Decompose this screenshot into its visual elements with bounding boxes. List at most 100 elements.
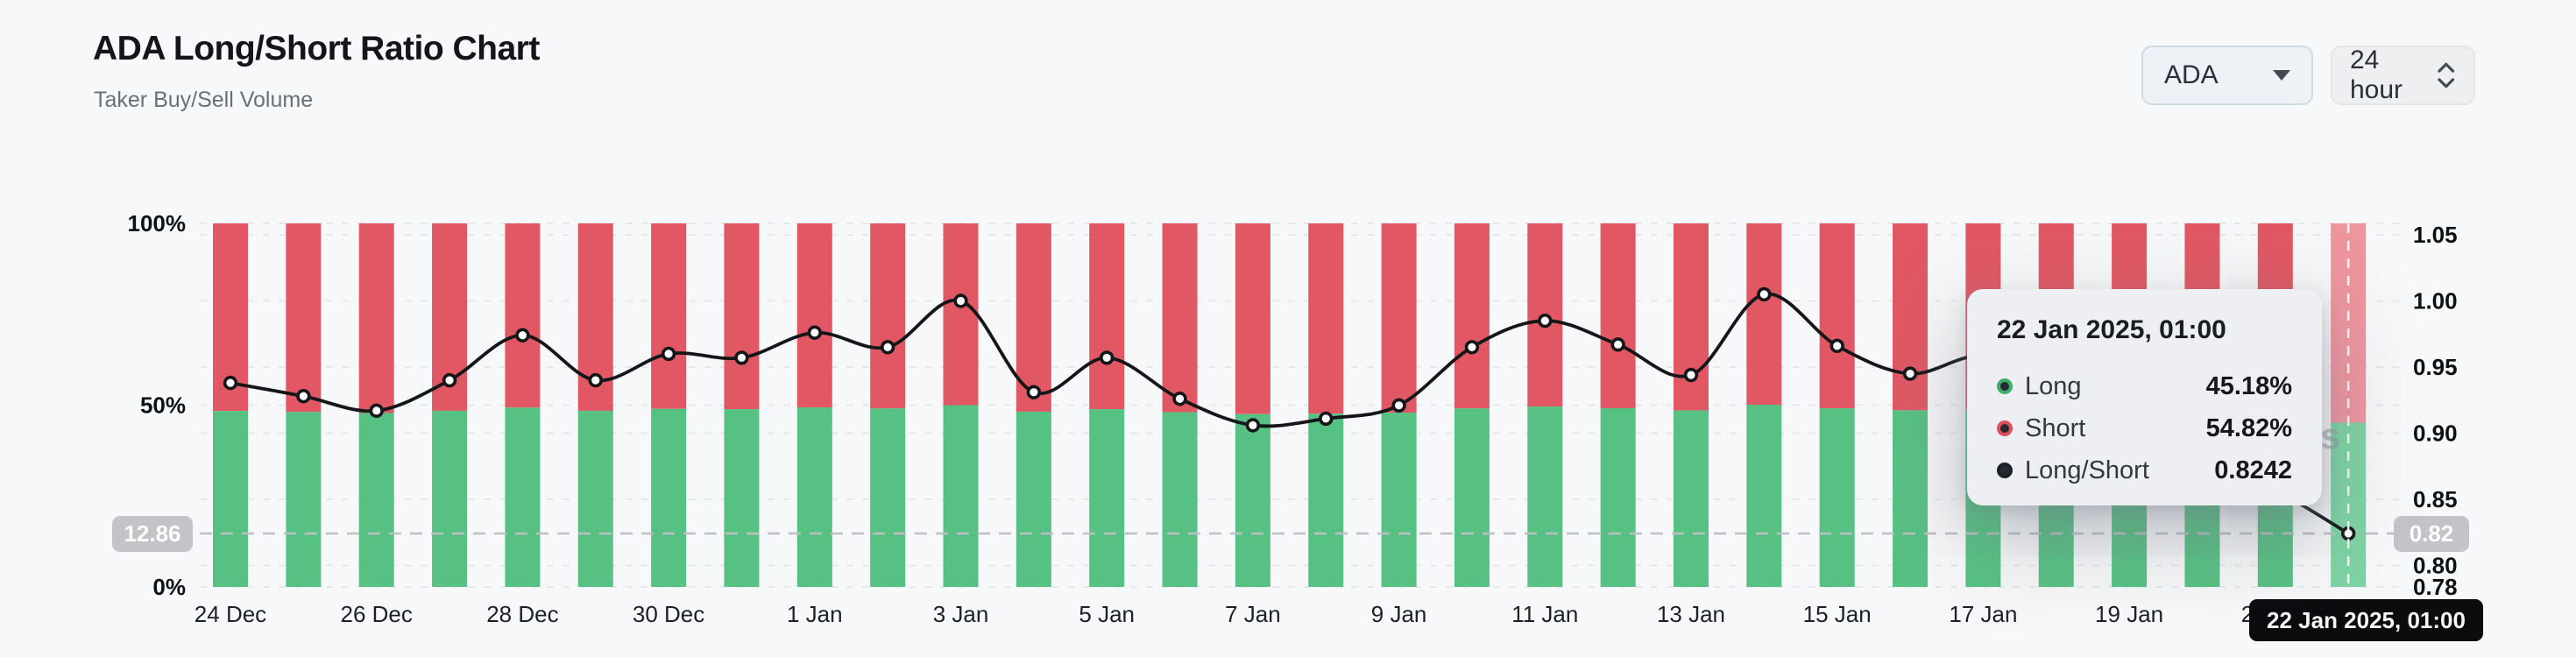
bar-long[interactable] <box>1381 413 1417 587</box>
bar-short[interactable] <box>1819 223 1855 409</box>
tooltip-row-long: Long 45.18% <box>1997 371 2292 401</box>
bar-long[interactable] <box>1819 408 1855 587</box>
bar-long[interactable] <box>870 408 906 587</box>
ratio-point[interactable] <box>1319 411 1334 427</box>
x-axis-tick: 5 Jan <box>1079 601 1135 627</box>
ratio-point[interactable] <box>807 325 822 340</box>
y-axis-right-tick: 0.95 <box>2413 354 2458 380</box>
y-axis-right-tick: 0.85 <box>2413 486 2458 512</box>
crosshair-date-label: 22 Jan 2025, 01:00 <box>2249 599 2483 641</box>
x-axis-tick: 15 Jan <box>1803 601 1872 627</box>
y-axis-right-tick: 1.00 <box>2413 288 2458 314</box>
ratio-point[interactable] <box>734 350 749 365</box>
bar-long[interactable] <box>505 407 541 587</box>
crosshair-right-badge: 0.82 <box>2394 516 2469 552</box>
ratio-point[interactable] <box>1026 385 1042 399</box>
bar-short[interactable] <box>286 223 322 413</box>
tooltip-label: Long/Short <box>2025 456 2149 484</box>
bar-short[interactable] <box>796 223 832 408</box>
updown-chevrons-icon <box>2438 62 2455 88</box>
ratio-point[interactable] <box>1391 398 1406 413</box>
bar-short[interactable] <box>1746 223 1782 406</box>
x-axis-tick: 17 Jan <box>1949 601 2017 627</box>
bar-short[interactable] <box>2331 223 2367 423</box>
ratio-point[interactable] <box>515 328 530 343</box>
watermark-fragment: s <box>2320 415 2341 456</box>
bar-short[interactable] <box>1235 223 1270 414</box>
short-series-icon <box>1997 420 2013 436</box>
bar-short[interactable] <box>1162 223 1198 413</box>
bar-short[interactable] <box>651 223 687 409</box>
bar-long[interactable] <box>213 411 248 587</box>
ratio-point[interactable] <box>1099 350 1115 365</box>
bar-short[interactable] <box>1381 223 1417 413</box>
bar-long[interactable] <box>1893 410 1928 587</box>
ratio-point[interactable] <box>1610 337 1625 352</box>
tooltip-row-ratio: Long/Short 0.8242 <box>1997 456 2292 485</box>
bar-short[interactable] <box>1893 223 1928 411</box>
bar-long[interactable] <box>1746 405 1782 587</box>
x-axis-tick: 1 Jan <box>787 601 843 627</box>
ratio-point[interactable] <box>1902 366 1918 381</box>
bar-long[interactable] <box>1527 406 1563 587</box>
x-axis-tick: 11 Jan <box>1511 601 1578 627</box>
bar-long[interactable] <box>577 410 613 587</box>
ratio-point[interactable] <box>953 293 968 308</box>
tooltip-value: 45.18% <box>2205 371 2292 400</box>
bar-long[interactable] <box>358 413 394 587</box>
bar-long[interactable] <box>432 410 468 587</box>
interval-select[interactable]: 24 hour <box>2331 46 2475 105</box>
ratio-point[interactable] <box>661 346 676 362</box>
chart-tooltip: 22 Jan 2025, 01:00 Long 45.18% Short 54.… <box>1967 289 2322 505</box>
bar-long[interactable] <box>286 412 322 587</box>
bar-long[interactable] <box>1674 410 1709 587</box>
bar-long[interactable] <box>1308 413 1344 587</box>
y-axis-right-tick: 0.80 <box>2413 553 2458 579</box>
ratio-point[interactable] <box>1245 418 1261 433</box>
bar-long[interactable] <box>1454 408 1490 587</box>
x-axis-tick: 24 Dec <box>195 601 266 627</box>
ratio-point[interactable] <box>880 340 895 355</box>
bar-short[interactable] <box>1600 223 1636 408</box>
tooltip-value: 54.82% <box>2205 413 2292 442</box>
y-axis-left-tick: 0% <box>152 574 186 600</box>
bar-long[interactable] <box>796 407 832 587</box>
ratio-point[interactable] <box>1757 286 1772 302</box>
bar-long[interactable] <box>943 405 979 588</box>
bar-long[interactable] <box>724 409 760 587</box>
bar-short[interactable] <box>1016 223 1051 412</box>
bar-long[interactable] <box>1089 409 1125 587</box>
caret-down-icon <box>2273 70 2290 81</box>
ratio-point[interactable] <box>1829 338 1844 354</box>
bar-long[interactable] <box>1162 412 1198 587</box>
ratio-point[interactable] <box>1172 392 1187 406</box>
bar-short[interactable] <box>505 223 541 408</box>
ratio-point[interactable] <box>442 372 457 388</box>
bar-short[interactable] <box>358 223 394 413</box>
ratio-point[interactable] <box>296 389 311 404</box>
asset-select[interactable]: ADA <box>2141 46 2313 105</box>
bar-short[interactable] <box>943 223 979 406</box>
interval-select-value: 24 hour <box>2350 46 2403 104</box>
asset-select-value: ADA <box>2164 60 2219 89</box>
bar-long[interactable] <box>1600 407 1636 587</box>
ratio-point[interactable] <box>223 375 238 391</box>
tooltip-value: 0.8242 <box>2214 456 2292 484</box>
ratio-point[interactable] <box>1538 313 1553 328</box>
bar-short[interactable] <box>1454 223 1490 409</box>
bar-long[interactable] <box>1016 411 1051 587</box>
bar-short[interactable] <box>870 223 906 409</box>
ratio-point[interactable] <box>369 403 384 419</box>
ratio-point[interactable] <box>1683 367 1699 383</box>
bar-short[interactable] <box>724 223 760 410</box>
tooltip-row-short: Short 54.82% <box>1997 413 2292 443</box>
bar-short[interactable] <box>1089 223 1125 410</box>
ratio-point[interactable] <box>588 372 603 388</box>
bar-long[interactable] <box>651 408 687 587</box>
ratio-point[interactable] <box>1464 340 1480 355</box>
bar-long[interactable] <box>1235 413 1270 587</box>
bar-short[interactable] <box>1308 223 1344 414</box>
bar-short[interactable] <box>1674 223 1709 411</box>
